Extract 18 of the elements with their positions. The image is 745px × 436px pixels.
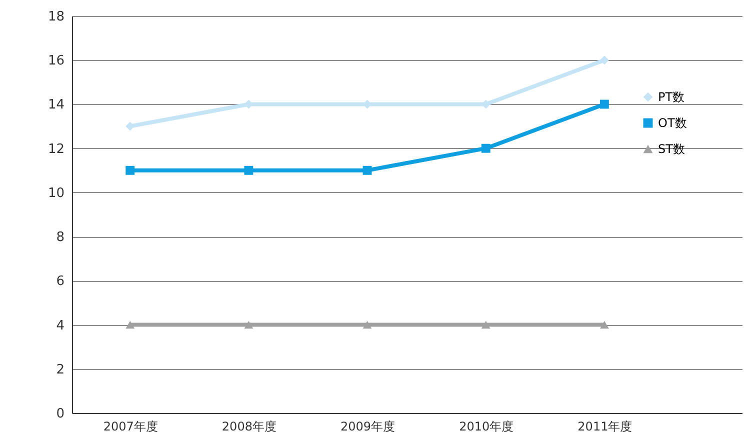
x-tick-label: 2007年度	[103, 420, 158, 434]
y-tick-label: 14	[48, 98, 64, 113]
legend-label: OT数	[658, 116, 687, 130]
x-tick-label: 2008年度	[222, 420, 276, 434]
legend-label: ST数	[658, 142, 685, 156]
y-tick-label: 16	[48, 54, 64, 69]
y-tick-label: 12	[48, 142, 64, 157]
y-tick-label: 18	[48, 10, 64, 24]
x-tick-label: 2010年度	[459, 420, 514, 434]
y-tick-label: 8	[56, 230, 64, 246]
y-tick-label: 6	[56, 274, 64, 290]
y-tick-label: 4	[56, 318, 64, 334]
y-tick-label: 2	[56, 362, 64, 378]
x-tick-label: 2009年度	[340, 420, 396, 434]
y-tick-label: 0	[56, 406, 64, 422]
legend-label: PT数	[658, 90, 685, 104]
x-tick-label: 2011年度	[578, 420, 632, 434]
y-tick-label: 10	[48, 186, 64, 201]
